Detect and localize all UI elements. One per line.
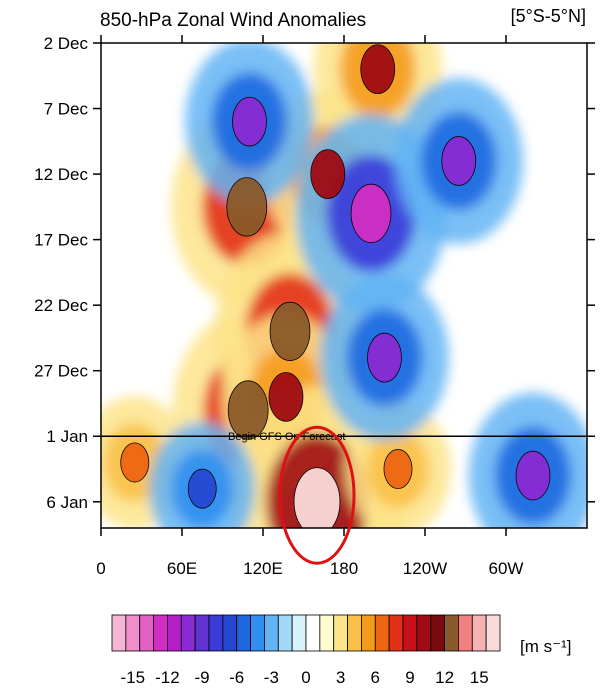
x-tick-label: 60E [167,559,197,578]
region-label: [5°S-5°N] [511,6,586,26]
x-tick-label: 180 [330,559,358,578]
colorbar-swatch [194,614,210,652]
x-tick-label: 60W [489,559,524,578]
colorbar-label: -9 [195,668,210,687]
colorbar-swatch [388,614,404,652]
colorbar-label: 6 [371,668,380,687]
axis-ticks: 2 Dec 7 Dec 12 Dec 17 Dec 22 Dec 27 Dec 1 Jan 6… [34,34,595,578]
colorbar-swatch [471,614,487,652]
colorbar-swatch [139,614,154,652]
anomaly-core [293,467,341,528]
y-tick-label: 2 Dec [44,34,89,53]
colorbar-swatch [458,614,473,652]
anomaly-core [310,149,346,199]
colorbar-swatch [430,614,445,652]
anomaly-core [226,177,268,237]
anomaly-core [367,332,402,383]
colorbar-label: 12 [435,668,454,687]
anomaly-core [269,301,311,361]
colorbar-label: 3 [336,668,345,687]
anomaly-core [268,372,304,422]
forecast-annotation: Begin GFS Op Forecast [228,431,345,443]
colorbar-swatch [236,614,251,652]
colorbar-swatch [167,614,182,652]
anomaly-core [120,442,150,483]
colorbar-swatch [305,614,321,652]
colorbar-label: 15 [470,668,489,687]
colorbar-label: 9 [405,668,414,687]
y-tick-label: 6 Jan [46,493,88,512]
y-tick-label: 12 Dec [34,165,88,184]
chart-title: 850-hPa Zonal Wind Anomalies [100,10,366,31]
colorbar-swatch [222,614,238,652]
colorbar-swatch [111,614,127,652]
colorbar-label: -6 [229,668,244,687]
colorbar-swatch [347,614,362,652]
colorbar-swatch [264,614,279,652]
colorbar-swatch [444,614,459,652]
y-tick-label: 22 Dec [34,296,88,315]
y-tick-label: 27 Dec [34,362,88,381]
colorbar-label: 0 [301,668,310,687]
colorbar-swatch [374,614,390,652]
colorbar-swatch [277,614,293,652]
colorbar-swatch [333,614,348,652]
anomaly-core [227,380,269,440]
anomaly-core [383,449,413,490]
colorbar-swatch [485,614,501,652]
highlight-ellipse [278,425,356,565]
x-tick-label: 0 [96,559,105,578]
colorbar-swatch [402,614,418,652]
anomaly-core [232,96,267,147]
colorbar-swatch [319,614,335,652]
colorbar-swatch [291,614,307,652]
colorbar-label: -15 [120,668,145,687]
y-tick-label: 17 Dec [34,231,88,250]
x-tick-label: 120E [243,559,283,578]
colorbar-swatch [180,614,196,652]
colorbar-swatch [416,614,432,652]
anomaly-core [441,136,477,186]
y-tick-label: 1 Jan [46,427,88,446]
colorbar-swatch [208,614,224,652]
colorbar-label: -12 [155,668,180,687]
colorbar-swatch [250,614,265,652]
y-tick-label: 7 Dec [44,100,89,119]
colorbar-swatch [125,614,141,652]
colorbar-unit: [m s⁻¹] [520,637,571,656]
anomaly-core [360,44,396,95]
colorbar-swatch [361,614,376,652]
anomaly-core [187,468,217,509]
anomaly-core [515,450,551,501]
x-tick-label: 120W [403,559,447,578]
colorbar-swatch [153,614,168,652]
colorbar: -15 -12 -9 -6 -3 0 3 6 9 12 15 [111,614,501,687]
anomaly-core [350,183,392,244]
colorbar-label: -3 [264,668,279,687]
